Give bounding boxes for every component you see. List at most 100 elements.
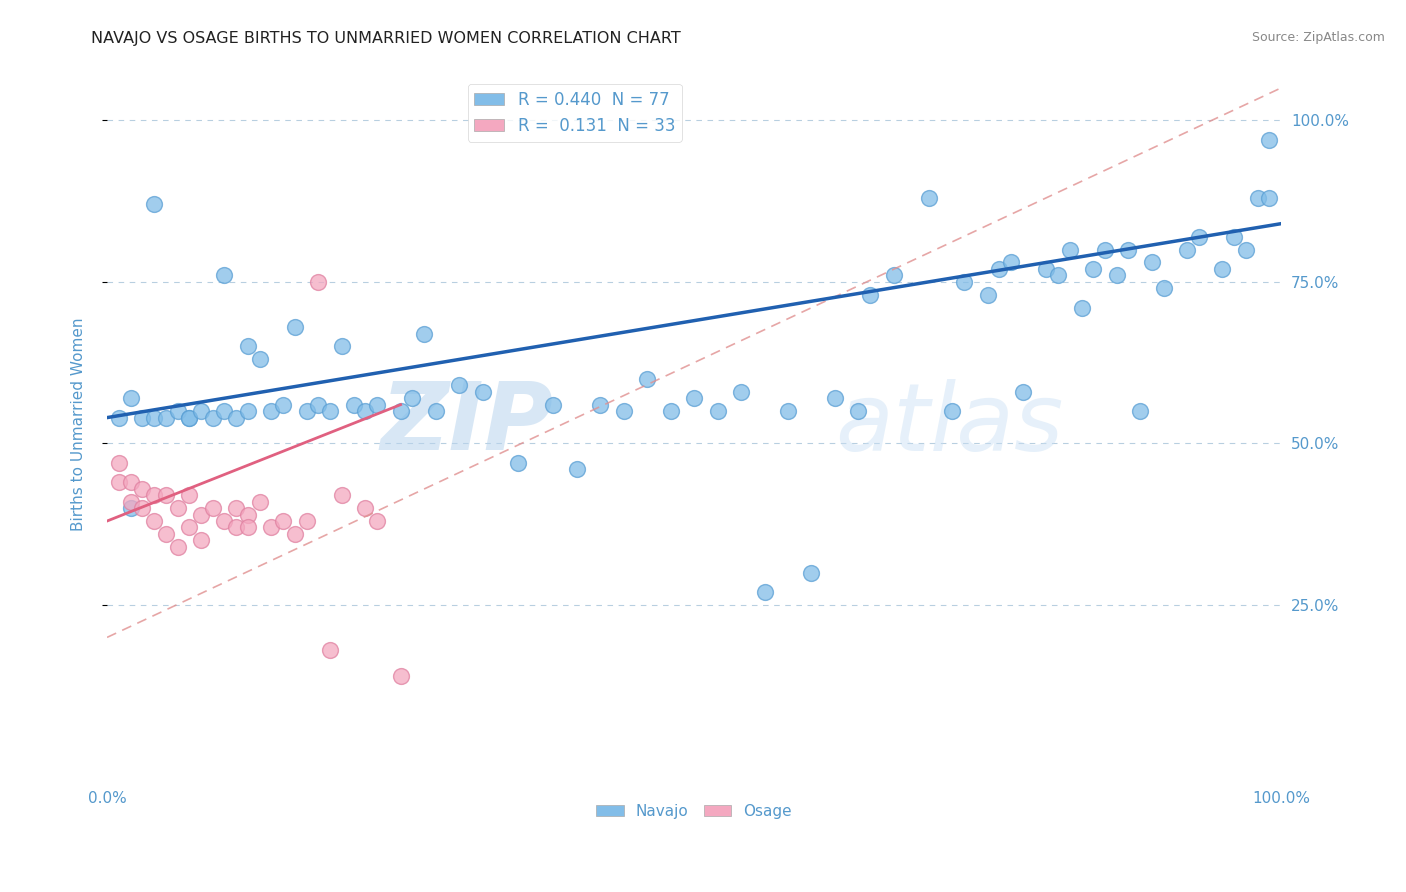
Point [366,514,388,528]
Point [120,475,142,490]
Point [659,404,682,418]
Point [271,514,294,528]
Point [201,410,224,425]
Point [941,404,963,418]
Point [425,404,447,418]
Legend: Navajo, Osage: Navajo, Osage [591,798,799,825]
Point [730,384,752,399]
Point [354,404,377,418]
Point [1118,243,1140,257]
Point [1035,261,1057,276]
Point [1258,191,1281,205]
Point [120,501,142,516]
Point [143,410,166,425]
Point [131,410,153,425]
Point [1083,261,1105,276]
Point [236,520,259,534]
Point [1223,229,1246,244]
Point [859,287,882,301]
Point [120,494,142,508]
Point [143,488,166,502]
Point [190,508,212,522]
Point [179,520,201,534]
Point [1129,404,1152,418]
Point [988,261,1011,276]
Point [260,404,283,418]
Point [776,404,799,418]
Point [155,527,177,541]
Point [166,404,188,418]
Point [201,501,224,516]
Point [295,404,318,418]
Point [1211,261,1233,276]
Text: ZIP: ZIP [381,378,553,470]
Point [155,488,177,502]
Point [1234,243,1257,257]
Point [214,404,236,418]
Point [190,404,212,418]
Point [589,398,612,412]
Point [166,501,188,516]
Point [155,410,177,425]
Point [214,268,236,283]
Point [848,404,870,418]
Point [179,410,201,425]
Point [449,378,471,392]
Point [131,482,153,496]
Point [565,462,588,476]
Point [1175,243,1198,257]
Point [613,404,636,418]
Point [108,475,131,490]
Point [1094,243,1116,257]
Point [1153,281,1175,295]
Point [190,533,212,548]
Point [236,508,259,522]
Point [1188,229,1211,244]
Point [271,398,294,412]
Point [225,410,247,425]
Point [225,501,247,516]
Point [319,404,342,418]
Point [214,514,236,528]
Y-axis label: Births to Unmarried Women: Births to Unmarried Women [72,318,86,531]
Point [354,501,377,516]
Point [319,643,342,657]
Point [1000,255,1022,269]
Point [143,514,166,528]
Point [236,339,259,353]
Point [1246,191,1268,205]
Point [636,372,658,386]
Point [1258,133,1281,147]
Point [179,488,201,502]
Point [706,404,728,418]
Point [953,275,976,289]
Point [389,404,412,418]
Point [389,669,412,683]
Point [343,398,366,412]
Point [307,398,329,412]
Point [236,404,259,418]
Point [307,275,329,289]
Point [260,520,283,534]
Point [683,391,706,405]
Point [1059,243,1081,257]
Point [143,197,166,211]
Point [108,410,131,425]
Point [541,398,564,412]
Point [1011,384,1033,399]
Point [225,520,247,534]
Point [108,456,131,470]
Point [131,501,153,516]
Point [166,540,188,554]
Point [330,488,353,502]
Point [1047,268,1070,283]
Point [506,456,529,470]
Point [1105,268,1128,283]
Point [800,566,823,580]
Point [471,384,494,399]
Point [754,585,776,599]
Text: NAVAJO VS OSAGE BIRTHS TO UNMARRIED WOMEN CORRELATION CHART: NAVAJO VS OSAGE BIRTHS TO UNMARRIED WOME… [91,31,681,46]
Point [883,268,905,283]
Point [413,326,436,341]
Point [1140,255,1163,269]
